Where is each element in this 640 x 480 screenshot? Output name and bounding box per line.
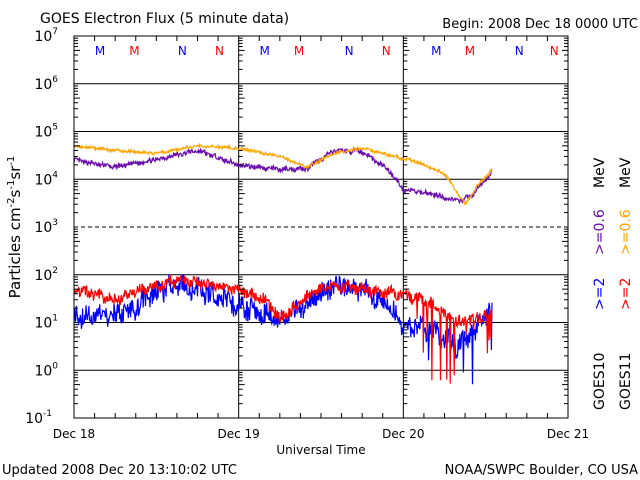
x-axis-label: Universal Time [276, 443, 365, 457]
legend-goes10: GOES10 >=2 >=0.6 MeV [592, 157, 608, 410]
local-time-marker: M [129, 44, 139, 58]
local-time-marker: N [515, 44, 524, 58]
legend-goes10-ge2: >=2 [592, 278, 608, 310]
local-time-marker: M [260, 44, 270, 58]
local-time-marker: M [465, 44, 475, 58]
local-time-marker: N [345, 44, 354, 58]
y-tick-label: 102 [34, 266, 58, 284]
series-line-goes10-0-6-mev [73, 146, 493, 205]
local-time-marker: N [178, 44, 187, 58]
local-time-marker: N [215, 44, 224, 58]
local-time-marker: M [95, 44, 105, 58]
legend-goes11-unit: MeV [618, 157, 634, 188]
legend-goes11: GOES11 >=2 >=0.6 MeV [618, 157, 634, 410]
x-tick-label: Dec 20 [382, 427, 424, 441]
y-tick-label: 105 [34, 123, 58, 141]
x-tick-label: Dec 18 [53, 427, 95, 441]
chart-title: GOES Electron Flux (5 minute data) [40, 11, 289, 27]
y-tick-label: 101 [34, 314, 58, 332]
series-line-goes11-2-mev [73, 274, 493, 384]
source-credit: NOAA/SWPC Boulder, CO USA [445, 463, 638, 478]
x-tick-label: Dec 19 [218, 427, 260, 441]
legend-goes10-unit: MeV [592, 157, 608, 188]
y-tick-label: 107 [34, 27, 58, 45]
updated-timestamp: Updated 2008 Dec 20 13:10:02 UTC [2, 463, 237, 478]
y-tick-label: 104 [34, 170, 58, 188]
y-tick-label: 103 [34, 218, 58, 236]
legend-goes11-ge06: >=0.6 [618, 209, 634, 255]
local-time-marker: N [382, 44, 391, 58]
legend-goes10-ge06: >=0.6 [592, 209, 608, 255]
local-time-marker: M [294, 44, 304, 58]
legend-goes11-label: GOES11 [618, 353, 634, 410]
legend-goes10-label: GOES10 [592, 353, 608, 410]
y-axis-label: Particles cm-2s-1sr-1 [6, 156, 24, 299]
local-time-marker: N [550, 44, 559, 58]
y-tick-label: 100 [34, 361, 58, 379]
local-time-marker: M [431, 44, 441, 58]
y-tick-label: 10-1 [25, 409, 52, 427]
series-line-goes11-0-6-mev [73, 142, 493, 206]
legend-goes11-ge2: >=2 [618, 278, 634, 310]
begin-label: Begin: 2008 Dec 18 0000 UTC [442, 17, 638, 32]
y-tick-label: 106 [34, 75, 58, 93]
x-tick-label: Dec 21 [547, 427, 589, 441]
